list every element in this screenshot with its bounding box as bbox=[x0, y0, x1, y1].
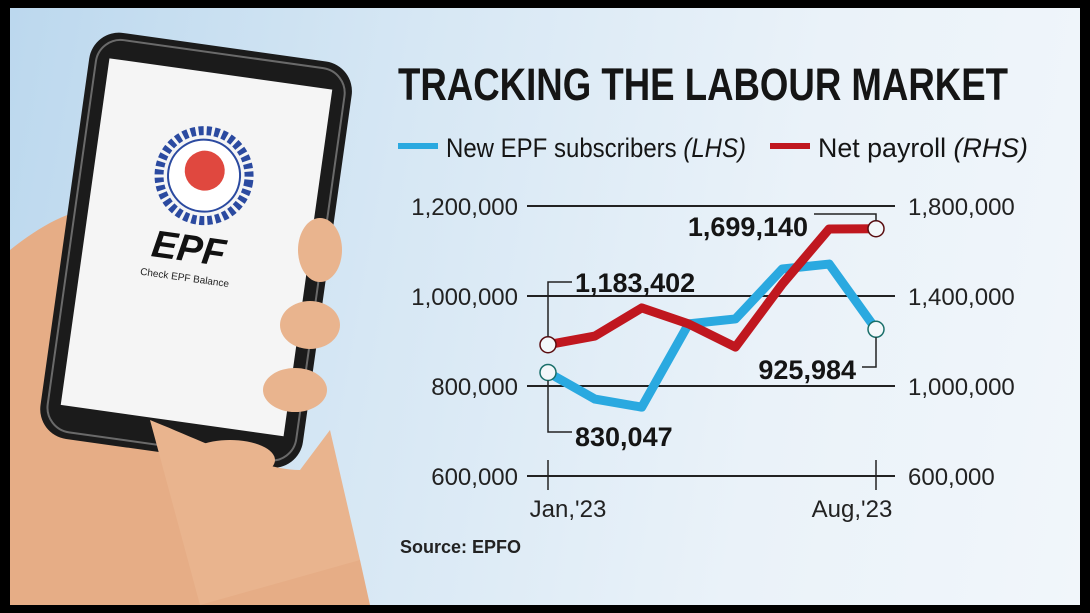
y-left-tick-label: 800,000 bbox=[431, 374, 518, 401]
data-label: 1,699,140 bbox=[688, 212, 808, 242]
y-left-tick-label: 600,000 bbox=[431, 464, 518, 491]
data-point bbox=[867, 320, 885, 339]
y-left-tick-label: 1,000,000 bbox=[411, 284, 518, 311]
y-left-tick-label: 1,200,000 bbox=[411, 194, 518, 221]
source-note: Source: EPFO bbox=[400, 537, 521, 557]
data-label: 830,047 bbox=[575, 422, 673, 452]
series-line-epf-subscribers bbox=[545, 259, 880, 412]
data-label: 925,984 bbox=[758, 355, 856, 385]
y-right-tick-label: 1,800,000 bbox=[908, 194, 1015, 221]
data-point bbox=[539, 335, 557, 354]
legend: New EPF subscribers (LHS) Net payroll (R… bbox=[398, 133, 1028, 163]
legend-label-payroll: Net payroll (RHS) bbox=[818, 133, 1028, 163]
legend-swatch-payroll bbox=[770, 143, 810, 149]
data-point bbox=[539, 363, 557, 382]
callout-leader bbox=[547, 380, 572, 433]
series-line-net-payroll bbox=[547, 224, 877, 352]
x-tick-label: Aug,'23 bbox=[812, 496, 893, 523]
x-tick-label: Jan,'23 bbox=[530, 496, 607, 523]
legend-label-subscribers: New EPF subscribers (LHS) bbox=[446, 133, 746, 163]
data-point bbox=[867, 219, 885, 238]
callout-leader bbox=[547, 281, 572, 337]
callout-leader bbox=[814, 213, 877, 221]
data-label: 1,183,402 bbox=[575, 268, 695, 298]
y-right-tick-label: 600,000 bbox=[908, 464, 995, 491]
chart-title: TRACKING THE LABOUR MARKET bbox=[398, 59, 1008, 110]
phone-icon: EPF Check EPF Balance bbox=[40, 32, 352, 468]
epf-logo-text: EPF bbox=[149, 223, 230, 275]
y-right-tick-label: 1,000,000 bbox=[908, 374, 1015, 401]
callout-leader bbox=[862, 337, 877, 368]
legend-swatch-subscribers bbox=[398, 143, 438, 149]
fingers-icon bbox=[150, 218, 360, 605]
y-right-tick-label: 1,400,000 bbox=[908, 284, 1015, 311]
